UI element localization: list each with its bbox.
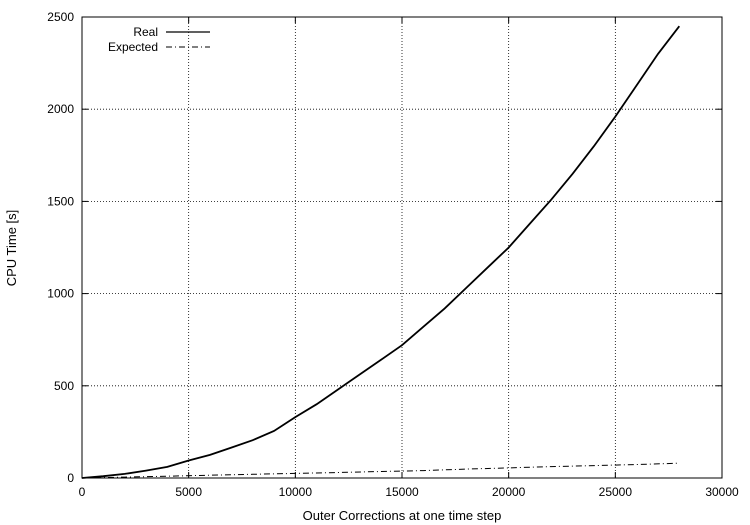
x-axis-label: Outer Corrections at one time step (303, 508, 502, 523)
y-axis-label: CPU Time [s] (4, 210, 19, 287)
y-tick-label: 2000 (47, 102, 74, 116)
series-layer (81, 25, 681, 479)
x-tick-label: 10000 (279, 485, 313, 499)
x-tick-label: 25000 (599, 485, 633, 499)
y-tick-label: 500 (54, 379, 74, 393)
y-tick-label: 0 (67, 471, 74, 485)
legend-label-real: Real (133, 25, 158, 39)
y-tick-label: 1000 (47, 287, 74, 301)
grid (82, 17, 722, 478)
x-tick-label: 5000 (175, 485, 202, 499)
x-tick-label: 0 (79, 485, 86, 499)
legend-label-expected: Expected (108, 40, 158, 54)
x-tick-label: 20000 (492, 485, 526, 499)
x-tick-label: 15000 (385, 485, 419, 499)
series-line-real (81, 25, 681, 479)
y-tick-label: 1500 (47, 194, 74, 208)
tick-layer: 0 5000 10000 15000 20000 25000 30000 0 500 1000 15… (47, 10, 739, 499)
series-line-expected (81, 462, 680, 479)
x-tick-label: 30000 (705, 485, 739, 499)
y-tick-label: 2500 (47, 10, 74, 24)
